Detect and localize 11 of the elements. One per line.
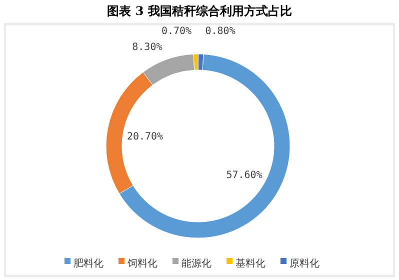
legend-label: 饲料化	[126, 258, 158, 270]
data-label: 0.70%	[161, 26, 192, 38]
legend-label: 肥料化	[74, 258, 104, 270]
data-label: 20.70%	[126, 132, 164, 143]
chart-title: 图表 3 我国秸秆综合利用方式占比	[107, 4, 292, 18]
legend-label: 原料化	[290, 258, 320, 270]
legend-label: 基料化	[236, 258, 266, 270]
data-label: 0.80%	[205, 26, 236, 38]
data-label: 8.30%	[132, 42, 162, 54]
data-label: 57.60%	[226, 170, 262, 181]
legend-label: 能源化	[182, 258, 212, 270]
